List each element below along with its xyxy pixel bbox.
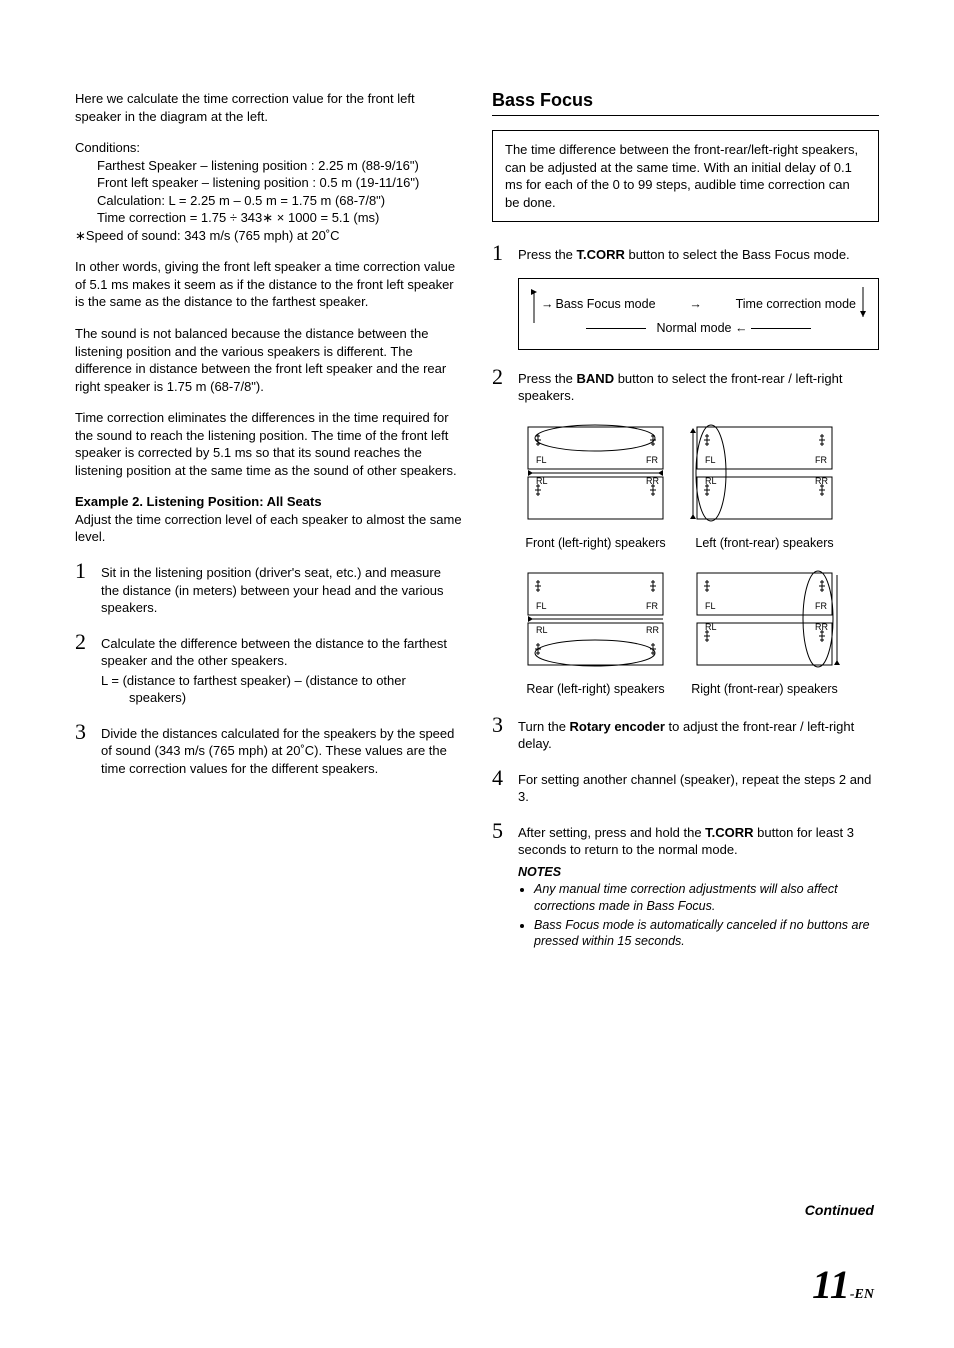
- s3a: Turn the: [518, 719, 570, 734]
- note-2: Bass Focus mode is automatically cancele…: [534, 917, 879, 951]
- svg-text:FL: FL: [536, 455, 547, 465]
- notes-heading: NOTES: [518, 865, 879, 879]
- diag-cap-3: Rear (left-right) speakers: [526, 681, 664, 697]
- svg-text:RL: RL: [705, 622, 717, 632]
- arrow-down-left-icon: [529, 287, 539, 323]
- intro-text: The time difference between the front-re…: [505, 141, 866, 211]
- mode-nm: Normal mode: [656, 321, 731, 335]
- s1a: Press the: [518, 247, 577, 262]
- svg-text:RR: RR: [646, 625, 659, 635]
- diagram-front-lr: FL FR RL RR: [518, 419, 673, 529]
- s1c: button to select the Bass Focus mode.: [625, 247, 850, 262]
- cond-4: Time correction = 1.75 ÷ 343∗ × 1000 = 5…: [97, 209, 462, 227]
- svg-text:FR: FR: [815, 601, 827, 611]
- s5a: After setting, press and hold the: [518, 825, 705, 840]
- right-step-4: 4 For setting another channel (speaker),…: [492, 767, 879, 806]
- note-1: Any manual time correction adjustments w…: [534, 881, 879, 915]
- left-step-2a: Calculate the difference between the dis…: [101, 636, 447, 669]
- cond-3: Calculation: L = 2.25 m – 0.5 m = 1.75 m…: [97, 192, 462, 210]
- left-step-1-text: Sit in the listening position (driver's …: [101, 560, 462, 617]
- left-step-3: 3 Divide the distances calculated for th…: [75, 721, 462, 778]
- right-step-5: 5 After setting, press and hold the T.CO…: [492, 820, 879, 859]
- conditions-label: Conditions:: [75, 139, 462, 157]
- right-step-3: 3 Turn the Rotary encoder to adjust the …: [492, 714, 879, 753]
- diag-cap-1: Front (left-right) speakers: [525, 535, 665, 551]
- diag-cap-2: Left (front-rear) speakers: [695, 535, 833, 551]
- s3b: Rotary encoder: [570, 719, 665, 734]
- diagram-rear-lr: FL FR RL RR: [518, 565, 673, 675]
- svg-text:RL: RL: [536, 625, 548, 635]
- diag-cap-4: Right (front-rear) speakers: [691, 681, 838, 697]
- mode-cycle-box: → Bass Focus mode → Time correction mode…: [518, 278, 879, 350]
- svg-text:RR: RR: [815, 476, 828, 486]
- svg-text:FR: FR: [646, 601, 658, 611]
- example2-title: Example 2. Listening Position: All Seats: [75, 493, 462, 511]
- svg-text:FL: FL: [705, 455, 716, 465]
- left-step-1: 1 Sit in the listening position (driver'…: [75, 560, 462, 617]
- svg-text:RL: RL: [705, 476, 717, 486]
- s5b: T.CORR: [705, 825, 753, 840]
- svg-text:RL: RL: [536, 476, 548, 486]
- speed-note: ∗Speed of sound: 343 m/s (765 mph) at 20…: [75, 227, 462, 245]
- svg-text:FR: FR: [815, 455, 827, 465]
- svg-text:RR: RR: [815, 622, 828, 632]
- svg-text:FL: FL: [705, 601, 716, 611]
- speaker-diagrams: FL FR RL RR Front (left-right) speakers: [518, 419, 879, 698]
- page-number: 11-EN: [812, 1261, 874, 1308]
- s2a: Press the: [518, 371, 577, 386]
- page-num-suffix: -EN: [850, 1287, 874, 1302]
- cond-1: Farthest Speaker – listening position : …: [97, 157, 462, 175]
- left-intro: Here we calculate the time correction va…: [75, 90, 462, 125]
- arrow-down-right-icon: [858, 287, 868, 323]
- left-step-3-text: Divide the distances calculated for the …: [101, 721, 462, 778]
- right-step-1: 1 Press the T.CORR button to select the …: [492, 242, 879, 264]
- mode-bf: Bass Focus mode: [556, 293, 656, 317]
- example2-sub: Adjust the time correction level of each…: [75, 511, 462, 546]
- left-p4: Time correction eliminates the differenc…: [75, 409, 462, 479]
- s2b: BAND: [577, 371, 615, 386]
- svg-text:FL: FL: [536, 601, 547, 611]
- left-p2: In other words, giving the front left sp…: [75, 258, 462, 311]
- left-p3: The sound is not balanced because the di…: [75, 325, 462, 395]
- diagram-right-fr: FL FR RL RR: [687, 565, 842, 675]
- section-title: Bass Focus: [492, 90, 879, 111]
- s4: For setting another channel (speaker), r…: [518, 767, 879, 806]
- cond-2: Front left speaker – listening position …: [97, 174, 462, 192]
- s1b: T.CORR: [577, 247, 625, 262]
- diagram-left-fr: FL FR RL RR: [687, 419, 842, 529]
- left-step-2: 2 Calculate the difference between the d…: [75, 631, 462, 707]
- continued-label: Continued: [805, 1202, 874, 1218]
- left-step-2b: L = (distance to farthest speaker) – (di…: [101, 672, 462, 707]
- intro-box: The time difference between the front-re…: [492, 130, 879, 222]
- right-step-2: 2 Press the BAND button to select the fr…: [492, 366, 879, 405]
- mode-tc: Time correction mode: [736, 293, 856, 317]
- svg-text:FR: FR: [646, 455, 658, 465]
- page-num-value: 11: [812, 1262, 850, 1307]
- svg-text:RR: RR: [646, 476, 659, 486]
